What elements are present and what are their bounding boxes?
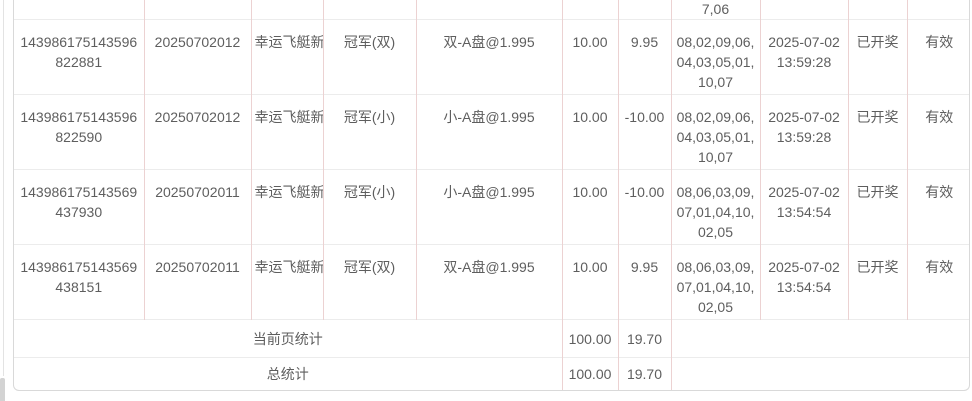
summary-profit: 19.70 xyxy=(618,319,672,358)
cell-play-type: 冠军(小) xyxy=(323,169,417,245)
summary-row-current-page: 当前页统计 100.00 19.70 xyxy=(14,319,969,358)
summary-label: 当前页统计 xyxy=(14,319,563,358)
cell-content: 双-A盘@1.995 xyxy=(416,19,563,95)
cell-order-id: 143986175143596822881 xyxy=(14,19,145,95)
cell-validity: 有效 xyxy=(907,244,969,320)
cell-validity xyxy=(907,0,969,20)
cell-play-type xyxy=(323,0,417,20)
bet-records-panel: 7,06 143986175143596822881 20250702012 幸… xyxy=(13,0,970,391)
cell-amount: 10.00 xyxy=(562,244,619,320)
cell-result: 7,06 xyxy=(671,0,761,20)
cell-game: 幸运飞艇新 xyxy=(251,244,324,320)
cell-game xyxy=(251,0,324,20)
summary-label: 总统计 xyxy=(14,357,563,390)
summary-amount: 100.00 xyxy=(562,357,619,390)
cell-period: 20250702012 xyxy=(144,94,252,170)
cell-content: 小-A盘@1.995 xyxy=(416,94,563,170)
cell-content: 双-A盘@1.995 xyxy=(416,244,563,320)
cell-validity: 有效 xyxy=(907,169,969,245)
cell-time xyxy=(760,0,849,20)
summary-empty xyxy=(671,319,969,358)
cell-status: 已开奖 xyxy=(848,94,908,170)
cell-result: 08,02,09,06,04,03,05,01,10,07 xyxy=(671,19,761,95)
cell-order-id: 143986175143596822590 xyxy=(14,94,145,170)
cell-play-type: 冠军(双) xyxy=(323,19,417,95)
cell-period xyxy=(144,0,252,20)
cell-play-type: 冠军(双) xyxy=(323,244,417,320)
table-row-partial: 7,06 xyxy=(14,0,969,20)
cell-result: 08,06,03,09,07,01,04,10,02,05 xyxy=(671,169,761,245)
table-row: 143986175143569438151 20250702011 幸运飞艇新 … xyxy=(14,244,969,320)
cell-period: 20250702011 xyxy=(144,169,252,245)
cell-order-id xyxy=(14,0,145,20)
cell-game: 幸运飞艇新 xyxy=(251,19,324,95)
cell-validity: 有效 xyxy=(907,94,969,170)
cell-amount xyxy=(562,0,619,20)
cell-result: 08,02,09,06,04,03,05,01,10,07 xyxy=(671,94,761,170)
summary-amount: 100.00 xyxy=(562,319,619,358)
cell-time: 2025-07-02 13:54:54 xyxy=(760,169,849,245)
left-scrollbar-thumb[interactable] xyxy=(0,378,5,401)
cell-profit xyxy=(618,0,672,20)
cell-profit: 9.95 xyxy=(618,244,672,320)
cell-amount: 10.00 xyxy=(562,19,619,95)
cell-time: 2025-07-02 13:59:28 xyxy=(760,19,849,95)
cell-time: 2025-07-02 13:54:54 xyxy=(760,244,849,320)
left-panel-divider xyxy=(3,0,4,376)
bet-records-table: 7,06 143986175143596822881 20250702012 幸… xyxy=(14,0,969,390)
cell-profit: 9.95 xyxy=(618,19,672,95)
cell-period: 20250702012 xyxy=(144,19,252,95)
summary-row-total: 总统计 100.00 19.70 xyxy=(14,357,969,390)
cell-status: 已开奖 xyxy=(848,19,908,95)
cell-amount: 10.00 xyxy=(562,94,619,170)
cell-validity: 有效 xyxy=(907,19,969,95)
cell-amount: 10.00 xyxy=(562,169,619,245)
summary-empty xyxy=(671,357,969,390)
cell-game: 幸运飞艇新 xyxy=(251,94,324,170)
cell-result: 08,06,03,09,07,01,04,10,02,05 xyxy=(671,244,761,320)
cell-order-id: 143986175143569438151 xyxy=(14,244,145,320)
cell-status: 已开奖 xyxy=(848,169,908,245)
table-row: 143986175143569437930 20250702011 幸运飞艇新 … xyxy=(14,169,969,245)
summary-profit: 19.70 xyxy=(618,357,672,390)
cell-game: 幸运飞艇新 xyxy=(251,169,324,245)
cell-period: 20250702011 xyxy=(144,244,252,320)
table-row: 143986175143596822881 20250702012 幸运飞艇新 … xyxy=(14,19,969,95)
cell-content: 小-A盘@1.995 xyxy=(416,169,563,245)
cell-profit: -10.00 xyxy=(618,169,672,245)
cell-content xyxy=(416,0,563,20)
cell-profit: -10.00 xyxy=(618,94,672,170)
cell-order-id: 143986175143569437930 xyxy=(14,169,145,245)
cell-status xyxy=(848,0,908,20)
cell-status: 已开奖 xyxy=(848,244,908,320)
cell-play-type: 冠军(小) xyxy=(323,94,417,170)
cell-time: 2025-07-02 13:59:28 xyxy=(760,94,849,170)
table-row: 143986175143596822590 20250702012 幸运飞艇新 … xyxy=(14,94,969,170)
